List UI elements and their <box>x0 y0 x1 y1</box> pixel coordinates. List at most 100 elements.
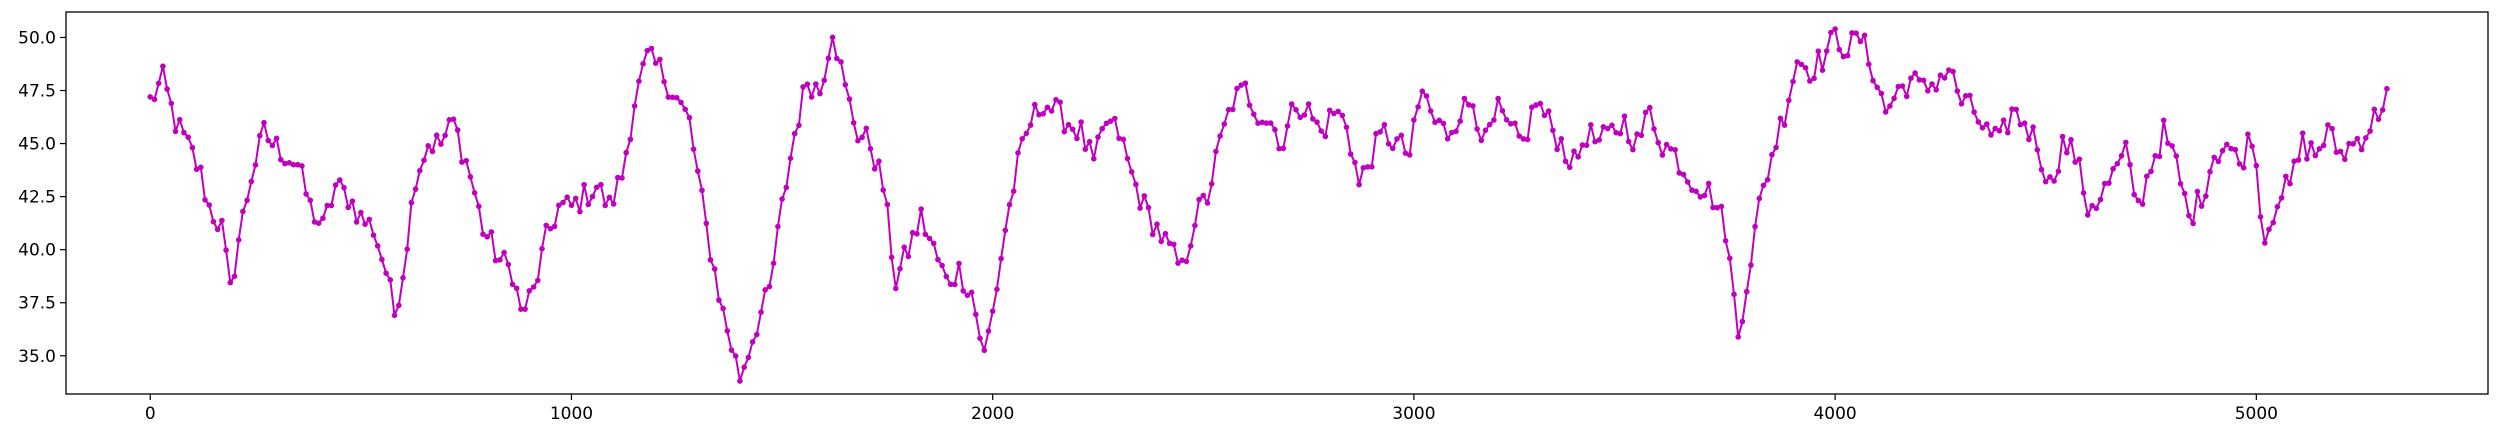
data-point <box>1335 108 1341 115</box>
data-point <box>2295 157 2302 163</box>
data-point <box>2274 203 2281 210</box>
data-point <box>1714 204 1720 211</box>
data-point <box>463 157 470 164</box>
data-point <box>1946 67 1952 73</box>
data-point <box>2198 203 2205 209</box>
y-tick-label: 50.0 <box>18 28 56 48</box>
data-point <box>1284 123 1291 129</box>
data-point <box>1596 137 1602 143</box>
data-point <box>1912 70 1918 76</box>
data-point <box>1154 221 1160 227</box>
data-point <box>1360 165 1367 171</box>
data-point <box>699 187 705 194</box>
data-point <box>1032 101 1038 108</box>
data-point <box>577 208 583 215</box>
data-point <box>1857 38 1864 45</box>
data-point <box>332 182 339 188</box>
data-point <box>871 166 878 172</box>
data-point <box>518 306 524 313</box>
data-point <box>859 134 865 141</box>
data-point <box>661 78 667 85</box>
x-tick-label: 2000 <box>971 404 1014 424</box>
data-point <box>2316 146 2323 152</box>
data-point <box>1440 120 1447 127</box>
data-point <box>1465 102 1472 108</box>
data-point <box>1432 119 1438 126</box>
data-point <box>471 190 478 196</box>
data-point <box>758 309 764 316</box>
data-point <box>783 184 790 191</box>
data-point <box>522 306 528 312</box>
data-point <box>1689 187 1695 193</box>
data-point <box>311 219 318 225</box>
data-point <box>804 81 811 87</box>
data-point <box>2358 146 2365 153</box>
data-point <box>1933 87 1939 93</box>
data-point <box>2384 85 2390 92</box>
data-point <box>914 231 920 237</box>
data-point <box>1529 104 1535 110</box>
data-point <box>324 202 331 209</box>
data-point <box>2354 135 2361 142</box>
data-point <box>2005 129 2011 136</box>
data-point <box>2034 147 2041 153</box>
data-point <box>636 78 642 84</box>
data-point <box>1204 200 1211 206</box>
data-point <box>438 141 444 147</box>
data-point <box>261 119 267 126</box>
x-tick-label: 4000 <box>1813 404 1856 424</box>
data-point <box>1735 334 1741 340</box>
data-point <box>387 277 394 283</box>
data-point <box>269 142 276 149</box>
data-point <box>652 60 659 66</box>
data-point <box>1524 136 1531 143</box>
data-point <box>602 202 608 209</box>
data-point <box>2283 173 2289 180</box>
data-point <box>2262 240 2268 246</box>
data-point <box>897 265 903 272</box>
data-point <box>770 260 777 267</box>
data-point <box>1023 130 1030 137</box>
y-tick-label: 47.5 <box>18 82 56 102</box>
data-point <box>905 253 912 260</box>
data-point <box>1246 102 1253 108</box>
data-point <box>846 96 853 102</box>
data-point <box>1427 108 1434 114</box>
data-point <box>1061 128 1068 135</box>
data-point <box>1381 121 1388 128</box>
data-point <box>2299 130 2306 136</box>
data-point <box>745 354 752 361</box>
data-point <box>1727 255 1733 261</box>
data-point <box>1377 129 1383 135</box>
data-point <box>686 114 693 121</box>
data-point <box>1663 141 1670 148</box>
data-point <box>1293 107 1299 113</box>
data-point <box>884 201 891 208</box>
data-point <box>619 175 625 181</box>
data-point <box>1398 132 1405 139</box>
data-point <box>1882 109 1889 115</box>
data-point <box>2363 135 2369 141</box>
data-point <box>1221 121 1228 127</box>
data-point <box>1575 154 1581 160</box>
data-point <box>1625 138 1632 145</box>
data-point <box>1579 142 1586 148</box>
data-point <box>505 261 512 268</box>
data-point <box>589 193 596 200</box>
data-point <box>231 273 238 280</box>
data-point <box>1984 121 1990 127</box>
data-point <box>1891 95 1897 102</box>
data-point <box>442 132 448 139</box>
data-point <box>2177 180 2184 187</box>
data-point <box>1369 164 1375 170</box>
data-point <box>901 244 907 250</box>
data-point <box>1823 48 1830 54</box>
data-point <box>379 256 385 263</box>
data-point <box>2337 148 2344 155</box>
data-point <box>2085 212 2091 218</box>
data-point <box>492 257 499 264</box>
data-point <box>2219 147 2226 154</box>
data-point <box>690 146 697 152</box>
data-point <box>257 132 263 139</box>
data-point <box>2249 143 2255 150</box>
